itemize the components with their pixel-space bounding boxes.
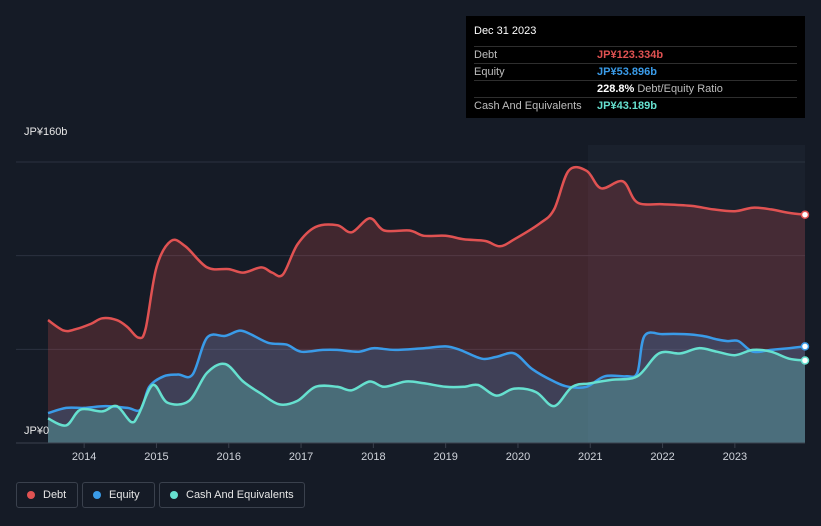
cash-area xyxy=(48,348,805,443)
legend-label: Equity xyxy=(109,489,140,501)
tooltip-date: Dec 31 2023 xyxy=(474,25,537,37)
x-tick-label: 2018 xyxy=(361,451,385,463)
tooltip-label: Debt xyxy=(474,49,498,61)
tooltip-value: 228.8% xyxy=(597,83,635,95)
legend-dot-icon xyxy=(93,491,101,499)
legend: Debt Equity Cash And Equivalents xyxy=(16,482,309,508)
x-tick-label: 2021 xyxy=(578,451,602,463)
tooltip-panel: Dec 31 2023 Debt JP¥123.334b Equity JP¥5… xyxy=(466,16,805,118)
debt-end-point xyxy=(800,210,810,219)
x-tick-label: 2020 xyxy=(506,451,530,463)
plot-background-right xyxy=(588,145,805,443)
tooltip-row-cash: Cash And Equivalents JP¥43.189b xyxy=(474,97,797,114)
legend-item-debt[interactable]: Debt xyxy=(16,482,78,508)
x-tick-label: 2022 xyxy=(650,451,674,463)
equity-area xyxy=(48,330,805,443)
x-tick-label: 2019 xyxy=(433,451,457,463)
x-tick-label: 2017 xyxy=(289,451,313,463)
x-tick-label: 2015 xyxy=(144,451,168,463)
x-tick-label: 2023 xyxy=(723,451,747,463)
y-axis-bottom-label: JP¥0 xyxy=(24,425,50,437)
tooltip-row-debt: Debt JP¥123.334b xyxy=(474,46,797,63)
x-tick-label: 2016 xyxy=(217,451,241,463)
tooltip-row-ratio: 228.8% Debt/Equity Ratio xyxy=(474,80,797,97)
tooltip-label xyxy=(474,81,597,97)
legend-dot-icon xyxy=(170,491,178,499)
tooltip-row-equity: Equity JP¥53.896b xyxy=(474,63,797,80)
tooltip-ratio-label: Debt/Equity Ratio xyxy=(637,83,723,95)
legend-item-cash[interactable]: Cash And Equivalents xyxy=(159,482,305,508)
cash-line xyxy=(47,346,806,427)
series-layer xyxy=(47,165,810,443)
equity-end-point xyxy=(800,342,810,351)
debt-line xyxy=(47,165,806,340)
legend-dot-icon xyxy=(27,491,35,499)
tooltip-label: Cash And Equivalents xyxy=(474,100,582,112)
tooltip-value: JP¥53.896b xyxy=(597,66,657,78)
y-axis-top-label: JP¥160b xyxy=(24,126,68,138)
x-axis-ticks: 2014 2015 2016 2017 2018 2019 2020 2021 2022 2023 xyxy=(72,443,747,463)
tooltip-value: JP¥123.334b xyxy=(597,49,664,61)
legend-label: Cash And Equivalents xyxy=(186,489,294,501)
equity-line xyxy=(47,329,806,415)
tooltip-label: Equity xyxy=(474,66,505,78)
legend-label: Debt xyxy=(43,489,67,501)
x-tick-label: 2014 xyxy=(72,451,96,463)
legend-item-equity[interactable]: Equity xyxy=(82,482,155,508)
cash-end-point xyxy=(800,356,810,365)
tooltip-value: JP¥43.189b xyxy=(597,100,657,112)
